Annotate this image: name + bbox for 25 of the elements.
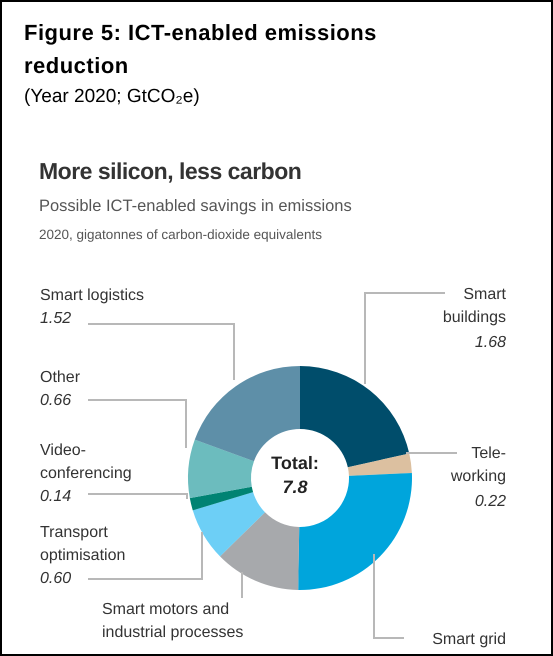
text: More silicon, less carbon: [39, 158, 302, 185]
chart-title: Figure 5: ICT-enabled emissions reduction: [24, 19, 378, 80]
text: Total: 7.8: [271, 453, 319, 497]
slice-label: Smart grid: [432, 631, 506, 648]
data-label: 0.66: [40, 392, 72, 409]
text: Possible ICT-enabled savings in emissions: [39, 197, 352, 216]
data-label: 0.14: [40, 488, 72, 505]
donut-slice: [188, 440, 254, 498]
donut-slice: [220, 512, 300, 590]
slice-label: Video-conferencing: [40, 442, 132, 482]
chart-subtitle: (Year 2020; GtCO₂e): [24, 86, 200, 108]
slice-label: Smart logistics: [40, 287, 144, 304]
slice-label: Transport optimisation: [40, 524, 126, 564]
donut-slice: [348, 453, 412, 476]
donut-slice: [190, 486, 254, 510]
data-label: 0.60: [40, 570, 72, 587]
data-label: 1.68: [474, 334, 506, 351]
donut-slice: [192, 492, 266, 556]
text: 2020, gigatonnes of carbon-dioxide equivalents: [39, 227, 322, 242]
slice-label: Smart buildings: [442, 286, 507, 326]
slice-label: Smart motors and industrial processes: [102, 601, 244, 641]
slice-label: Other: [40, 369, 81, 386]
data-label: 1.52: [40, 310, 72, 327]
slice-label: Tele-working: [450, 445, 506, 485]
data-label: 0.22: [474, 493, 506, 510]
